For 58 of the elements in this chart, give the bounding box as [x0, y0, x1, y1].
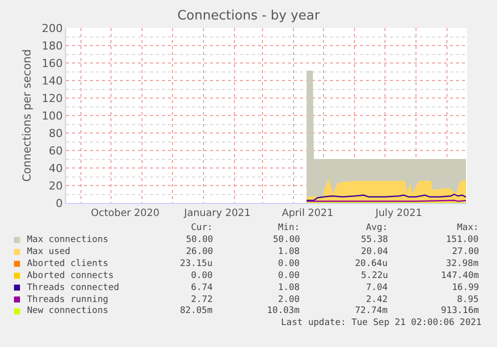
y-tick-label: 60 [48, 144, 63, 158]
text: 6.74 [191, 283, 213, 293]
text: 0.00 [278, 271, 300, 281]
text: Last update: Tue Sep 21 02:00:06 2021 [281, 318, 482, 328]
text: 8.95 [457, 295, 479, 305]
text: 10.03m [267, 306, 300, 316]
y-tick-label: 200 [42, 22, 63, 35]
text: 2.42 [366, 295, 388, 305]
text: 1.08 [278, 283, 300, 293]
x-tick-label: April 2021 [282, 208, 334, 219]
x-tick-label: October 2020 [90, 208, 160, 219]
y-tick-label: 40 [48, 162, 63, 175]
text: Min: [278, 223, 300, 233]
text: 27.00 [452, 247, 480, 257]
text: 82.05m [180, 306, 213, 316]
y-tick-label: 120 [42, 92, 63, 105]
text: 7.04 [366, 283, 388, 293]
x-tick-label: July 2021 [374, 208, 422, 219]
y-tick-label: 80 [48, 126, 63, 140]
y-tick-label: 20 [48, 179, 63, 192]
text: 2.00 [278, 295, 300, 305]
y-tick-label: 160 [42, 56, 63, 70]
legend-label: Threads connected [27, 283, 120, 293]
legend-label: Max connections [27, 235, 108, 245]
text: 72.74m [355, 306, 388, 316]
text: 50.00 [186, 235, 214, 245]
text: Avg: [366, 223, 388, 233]
text: 20.64u [355, 259, 388, 269]
text: 1.08 [278, 247, 300, 257]
chart-title: Connections - by year [177, 8, 320, 24]
y-tick-label: 180 [42, 39, 63, 52]
text: 55.38 [361, 235, 388, 245]
legend-label: Threads running [27, 295, 108, 305]
legend-label: Aborted clients [27, 259, 108, 269]
text: 151.00 [446, 235, 479, 245]
legend-label: New connections [27, 306, 108, 316]
text: 5.22u [361, 271, 388, 281]
text: 32.98m [446, 259, 479, 269]
text: 147.40m [441, 271, 479, 281]
y-tick-label: 100 [42, 109, 63, 122]
text: 16.99 [452, 283, 480, 293]
text: 913.16m [441, 306, 479, 316]
text: 26.00 [186, 247, 214, 257]
text: Cur: [191, 223, 213, 233]
legend-label: Aborted connects [27, 271, 114, 281]
text: 0.00 [191, 271, 213, 281]
text: 0.00 [278, 259, 300, 269]
legend-label: Max used [27, 247, 70, 257]
text: 20.04 [361, 247, 388, 257]
y-axis-title: Connections per second [20, 49, 34, 182]
text: 50.00 [273, 235, 300, 245]
text: 23.15u [180, 259, 213, 269]
line-series [306, 194, 467, 201]
text: 2.72 [191, 295, 213, 305]
y-tick-label: 0 [56, 196, 63, 210]
x-tick-label: January 2021 [183, 208, 251, 219]
text: Max: [457, 223, 479, 233]
y-tick-label: 140 [42, 74, 63, 88]
